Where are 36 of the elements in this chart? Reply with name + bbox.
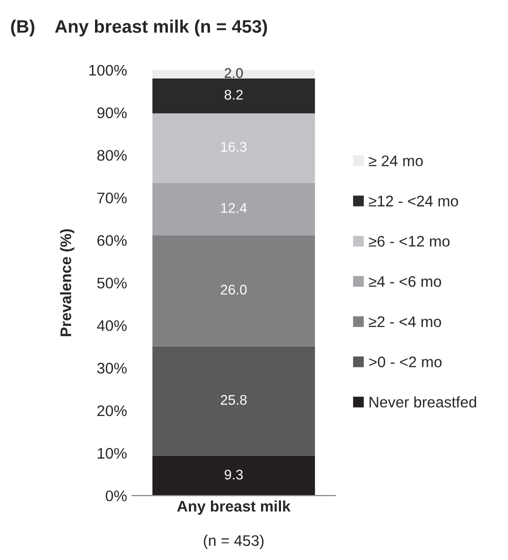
legend-label: ≥6 - <12 mo xyxy=(368,236,450,247)
y-tick-label: 10% xyxy=(98,448,127,459)
y-tick-label: 0% xyxy=(106,490,127,502)
chart-title: (B) Any breast milk (n = 453) xyxy=(11,20,267,36)
y-tick-label: 60% xyxy=(97,235,127,246)
legend-label: Never breastfed xyxy=(370,396,476,408)
x-tick-label: Any breast milk xyxy=(177,500,291,515)
data-label: 8.2 xyxy=(224,90,243,100)
legend-label: ≥4 - <6 mo xyxy=(368,276,442,287)
y-tick-label: 100% xyxy=(89,64,127,76)
data-label: 25.8 xyxy=(220,395,247,405)
bar xyxy=(152,456,315,496)
legend-label: ≥12 - <24 mo xyxy=(368,196,458,206)
y-tick-label: 50% xyxy=(97,278,127,288)
data-label: 16.3 xyxy=(221,142,247,152)
data-label: 2.0 xyxy=(224,68,243,78)
y-tick-label: 20% xyxy=(97,405,127,416)
bar xyxy=(152,113,315,183)
legend-label: >0 - <2 mo xyxy=(369,356,442,368)
bar xyxy=(152,346,315,456)
data-label: 12.4 xyxy=(221,203,247,213)
y-tick-label: 80% xyxy=(97,150,127,161)
bar xyxy=(152,70,315,79)
bar xyxy=(152,236,315,346)
legend-label: ≥2 - <4 mo xyxy=(368,316,442,328)
legend-label: ≥ 24 mo xyxy=(368,155,423,166)
bar xyxy=(152,182,315,236)
bar xyxy=(152,78,315,114)
y-tick-label: 90% xyxy=(97,107,127,118)
data-label: 9.3 xyxy=(224,470,243,480)
text: (n = 453) xyxy=(204,534,264,550)
y-tick-label: 30% xyxy=(97,362,127,374)
y-tick-label: 70% xyxy=(97,192,127,204)
data-label: 26.0 xyxy=(220,284,247,295)
y-tick-label: 40% xyxy=(96,320,127,332)
y-axis-title: Prevalence (%) xyxy=(60,229,74,336)
